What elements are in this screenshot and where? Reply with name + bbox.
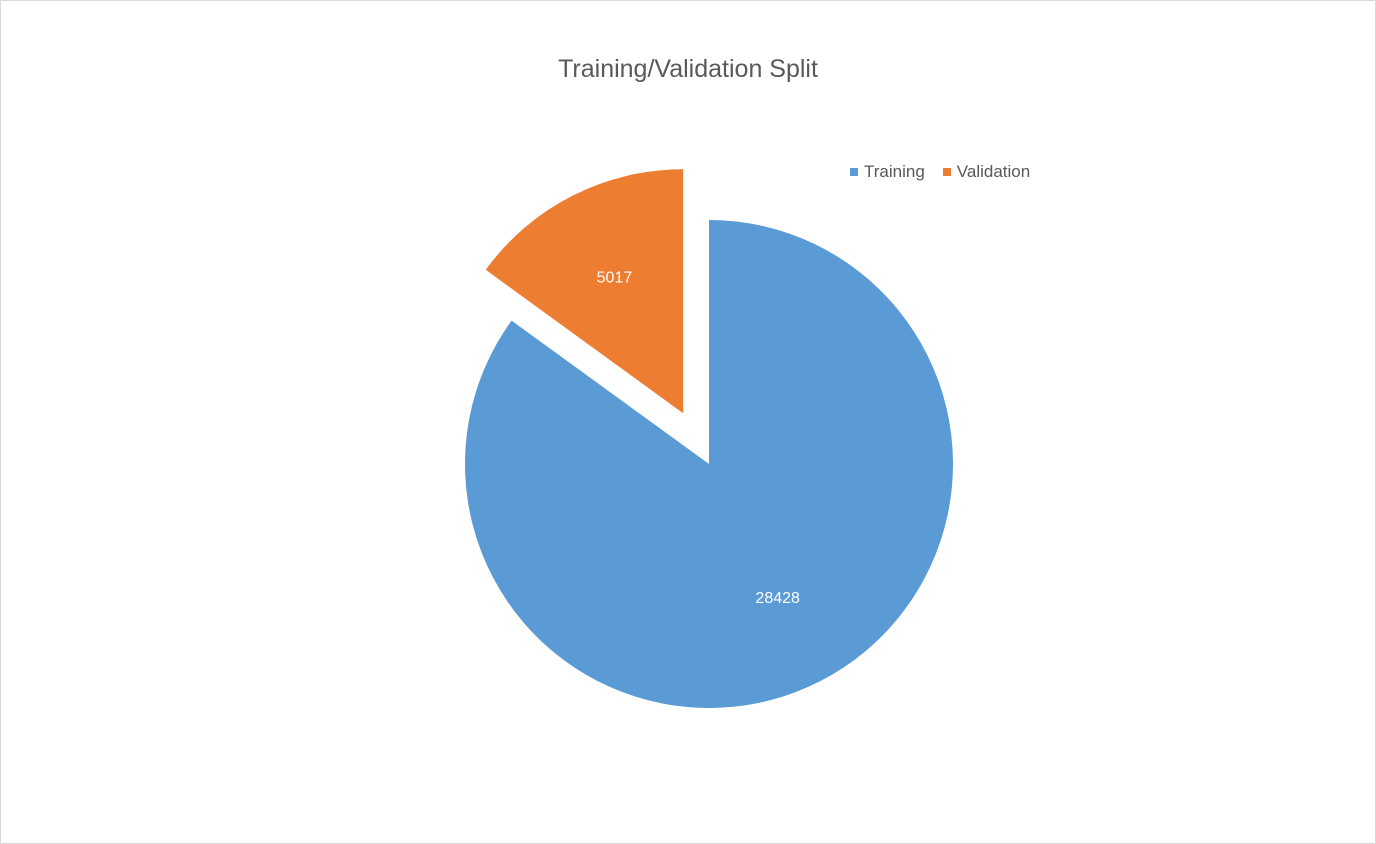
legend-item-validation: Validation <box>942 162 1031 182</box>
chart-title: Training/Validation Split <box>558 55 818 83</box>
pie-slice-training <box>464 220 954 708</box>
legend-label-training: Training <box>864 162 925 181</box>
legend-swatch-training <box>850 168 858 176</box>
data-label-training: 28428 <box>755 590 800 607</box>
legend-swatch-validation <box>942 168 951 176</box>
chart-legend: Training Validation <box>850 162 1048 182</box>
legend-label-validation: Validation <box>956 162 1031 181</box>
data-label-validation: 5017 <box>597 270 633 287</box>
pie-slice-validation <box>485 169 684 414</box>
legend-item-training: Training <box>850 162 925 182</box>
